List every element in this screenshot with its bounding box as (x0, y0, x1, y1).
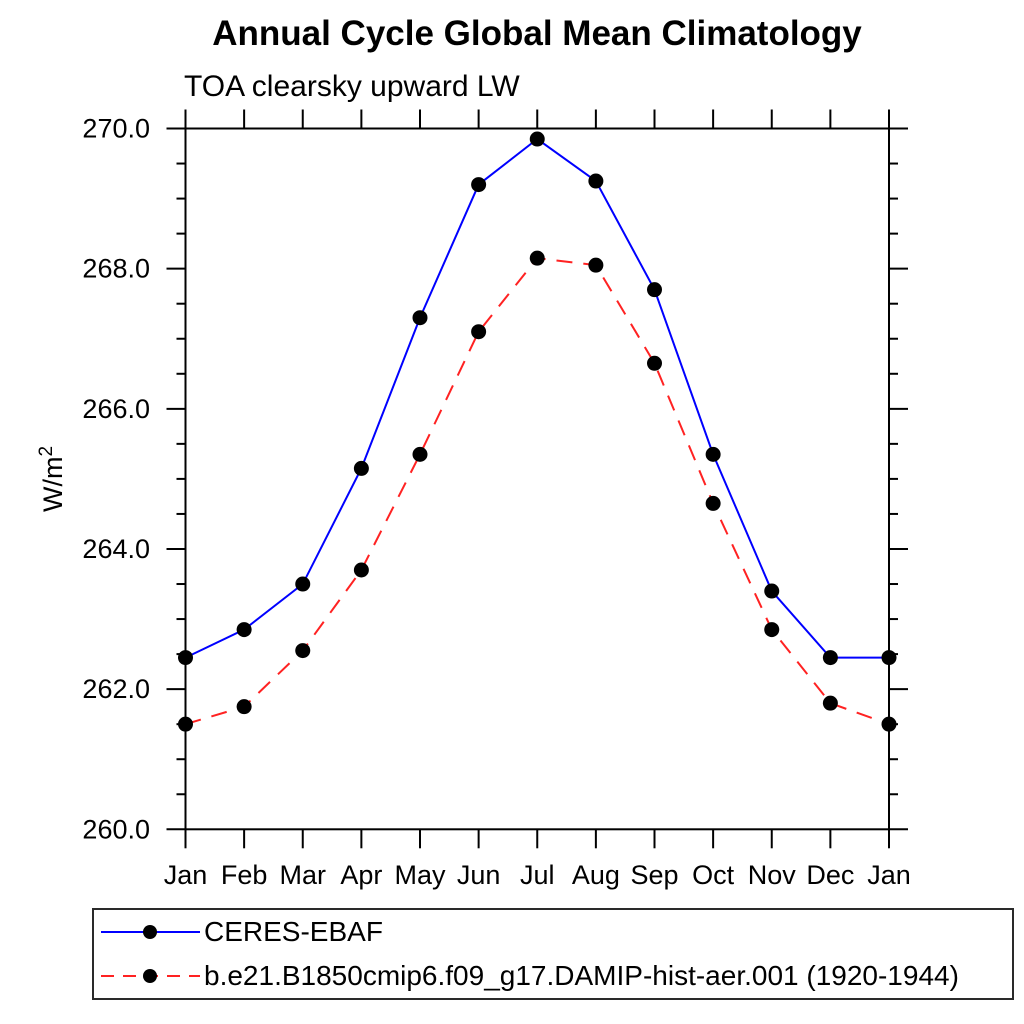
x-tick-label: May (394, 860, 446, 890)
data-point-marker (236, 699, 252, 715)
data-point-marker (353, 460, 369, 476)
chart-title: Annual Cycle Global Mean Climatology (212, 14, 862, 53)
series-line-dashed (185, 257, 890, 726)
legend-label: b.e21.B1850cmip6.f09_g17.DAMIP-hist-aer.… (204, 960, 959, 991)
chart-subtitle: TOA clearsky upward LW (184, 70, 520, 103)
legend-item-ceres: CERES-EBAF (94, 912, 1012, 952)
data-point-marker (236, 622, 252, 638)
x-tick-label: Dec (806, 860, 854, 890)
y-tick-label: 260.0 (82, 814, 150, 844)
data-point-marker (471, 324, 487, 340)
x-tick-label: Feb (221, 860, 268, 890)
x-tick-label: Oct (692, 860, 735, 890)
legend-marker-icon (143, 969, 157, 983)
x-tick-label: Jul (520, 860, 555, 890)
x-tick-label: Jan (867, 860, 911, 890)
legend-swatch-dashed-line (101, 969, 200, 983)
y-axis-label: W/m2 (36, 446, 68, 512)
x-tick-label: Jan (164, 860, 208, 890)
data-point-marker (529, 131, 545, 147)
data-point-marker (881, 650, 897, 666)
data-point-marker (647, 355, 662, 371)
y-tick-label: 268.0 (82, 254, 150, 284)
x-tick-label: Sep (630, 860, 678, 890)
data-point-marker (764, 583, 780, 599)
data-point-marker (295, 643, 311, 659)
data-point-marker (822, 650, 838, 666)
x-tick-label: Nov (748, 860, 797, 890)
legend-item-model: b.e21.B1850cmip6.f09_g17.DAMIP-hist-aer.… (94, 956, 1012, 996)
data-point-marker (353, 562, 369, 578)
data-point-marker (295, 576, 311, 592)
plot-frame (184, 127, 890, 831)
y-tick-label: 270.0 (82, 114, 150, 144)
legend-label: CERES-EBAF (204, 916, 383, 947)
data-point-marker (588, 257, 604, 273)
x-tick-label: Apr (340, 860, 382, 890)
data-point-marker (705, 446, 721, 462)
y-tick-label: 264.0 (82, 534, 150, 564)
data-point-marker (471, 177, 487, 193)
data-point-marker (881, 716, 897, 732)
x-tick-label: Jun (457, 860, 501, 890)
data-point-marker (764, 622, 780, 638)
y-tick-label: 262.0 (82, 674, 150, 704)
data-point-marker (705, 495, 721, 511)
data-point-marker (412, 310, 428, 326)
x-tick-label: Aug (572, 860, 620, 890)
data-point-marker (412, 446, 428, 462)
legend-swatch-solid-line (101, 925, 200, 939)
legend-marker-icon (143, 925, 157, 939)
series-line-solid (185, 137, 889, 659)
data-point-marker (588, 173, 604, 189)
data-point-marker (822, 695, 838, 711)
data-point-marker (529, 250, 545, 266)
x-tick-label: Mar (280, 860, 327, 890)
data-point-marker (647, 282, 662, 298)
y-tick-label: 266.0 (82, 394, 150, 424)
data-point-marker (178, 650, 193, 666)
legend: CERES-EBAF b.e21.B1850cmip6.f09_g17.DAMI… (92, 908, 1014, 1000)
data-point-marker (178, 716, 193, 732)
